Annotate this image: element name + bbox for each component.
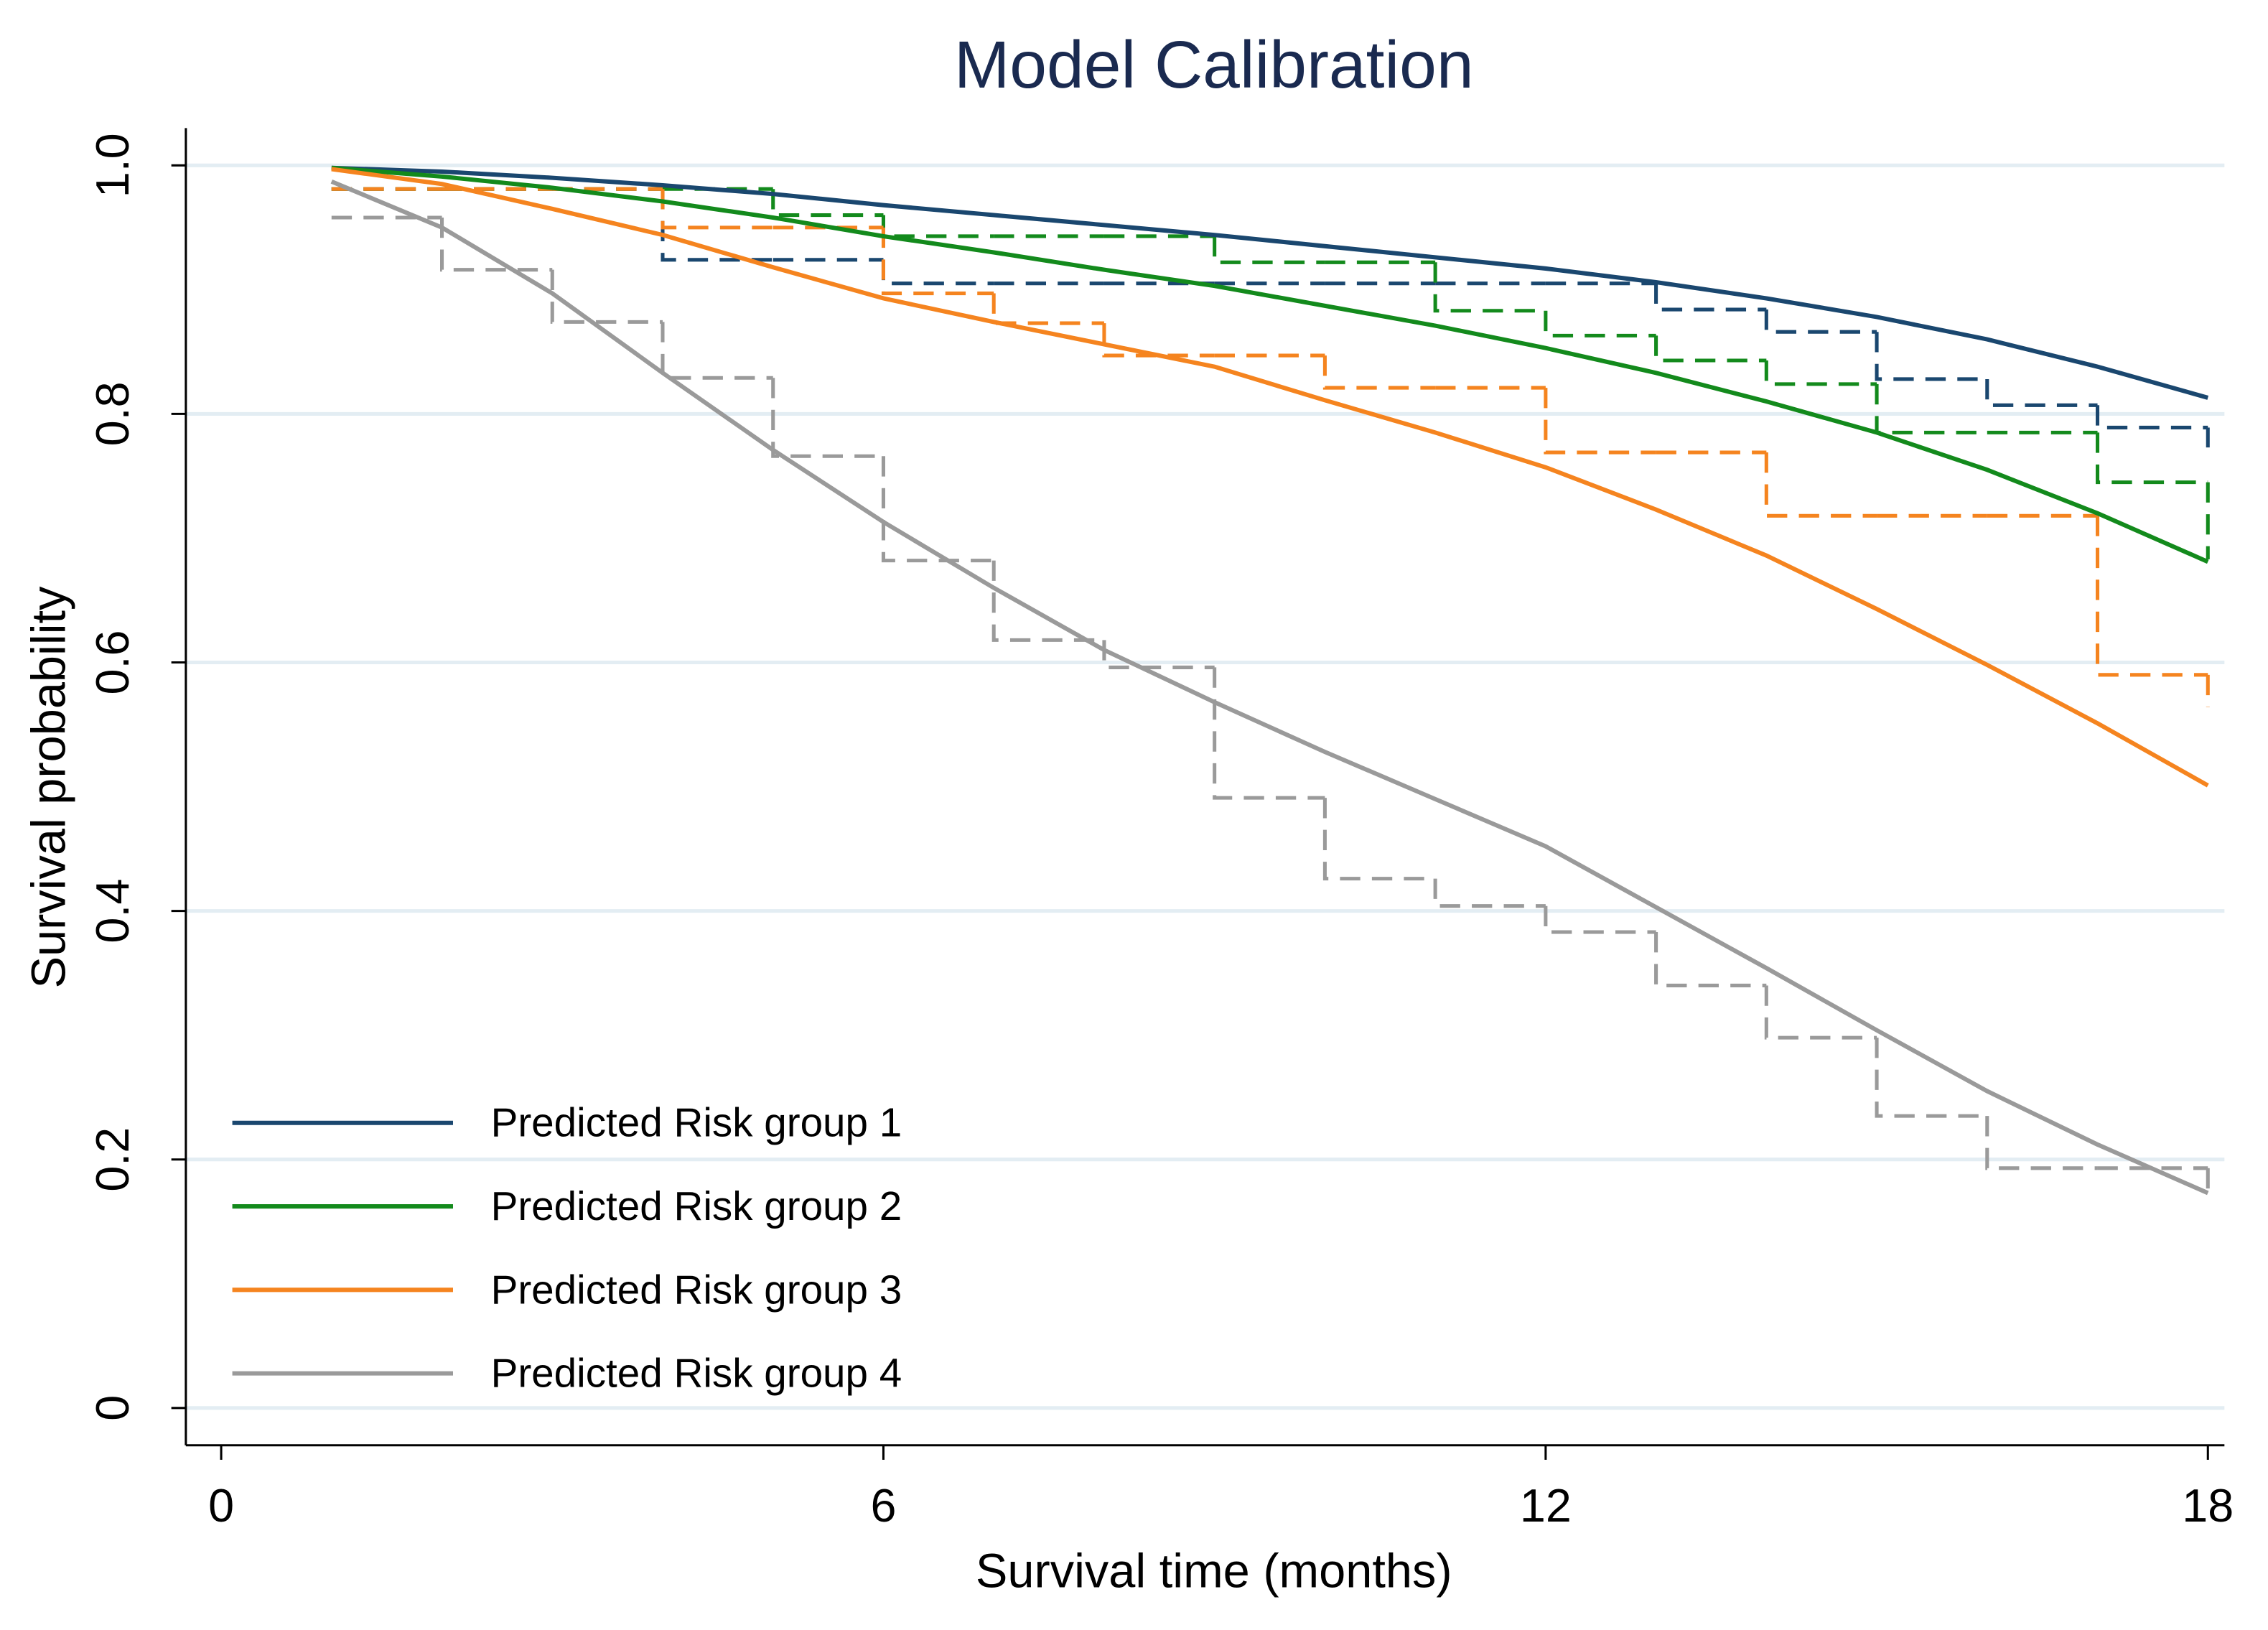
x-tick-label: 6 — [870, 1479, 896, 1532]
y-tick-label: 0.6 — [86, 630, 139, 695]
observed-step — [440, 217, 553, 272]
observed-step — [2096, 516, 2208, 677]
observed-step — [1764, 360, 1877, 386]
observed-step — [1764, 452, 1877, 518]
observed-step — [1433, 878, 1546, 908]
y-tick-label: 0.8 — [86, 381, 139, 446]
series-line — [331, 165, 2209, 564]
y-axis-title: Survival probability — [22, 586, 75, 989]
observed-step — [1764, 309, 1877, 334]
observed-step — [1213, 236, 1325, 264]
x-tick-label: 18 — [2182, 1479, 2234, 1532]
x-tick-label: 12 — [1520, 1479, 1572, 1532]
x-axis-title: Survival time (months) — [976, 1545, 1452, 1598]
observed-step — [1433, 262, 1546, 313]
observed-step — [1764, 985, 1877, 1040]
observed-step — [881, 227, 994, 296]
legend-label: Predicted Risk group 3 — [491, 1267, 902, 1312]
observed-step — [2096, 432, 2208, 485]
observed-step — [1875, 1038, 1987, 1118]
observed-step — [1985, 1116, 2098, 1170]
observed-step — [661, 189, 773, 262]
observed-step — [771, 378, 884, 458]
y-tick-label: 0.2 — [86, 1127, 139, 1192]
y-tick-label: 0 — [86, 1395, 139, 1421]
observed-step — [1654, 932, 1767, 987]
observed-step — [881, 215, 994, 238]
series-line — [331, 167, 2209, 788]
chart-title: Model Calibration — [954, 27, 1474, 102]
observed-step — [991, 560, 1104, 642]
observed-step — [1875, 383, 1987, 434]
series-line — [331, 165, 2209, 400]
observed-step — [881, 456, 994, 563]
observed-step — [1544, 388, 1656, 455]
observed-step — [881, 259, 994, 286]
series-line — [330, 180, 2209, 1196]
observed-step — [1544, 905, 1656, 934]
observed-step — [1322, 798, 1436, 881]
observed-step — [550, 269, 663, 324]
observed-step — [1654, 283, 1767, 312]
x-tick-label: 0 — [208, 1479, 234, 1532]
observed-step — [2096, 405, 2208, 429]
observed-step — [991, 293, 1104, 325]
observed-step — [661, 322, 773, 380]
y-tick-label: 0.4 — [86, 879, 139, 944]
legend-label: Predicted Risk group 4 — [491, 1351, 902, 1396]
legend-label: Predicted Risk group 1 — [491, 1100, 902, 1145]
observed-step — [1213, 667, 1325, 800]
observed-step — [1544, 310, 1656, 337]
observed-step — [771, 189, 884, 218]
observed-step — [1654, 335, 1767, 363]
observed-step — [1985, 378, 2098, 407]
y-tick-label: 1.0 — [86, 133, 139, 197]
observed-step — [1322, 355, 1436, 390]
legend-label: Predicted Risk group 2 — [491, 1183, 902, 1229]
observed-step — [1875, 332, 1987, 381]
observed-step — [1102, 323, 1215, 358]
